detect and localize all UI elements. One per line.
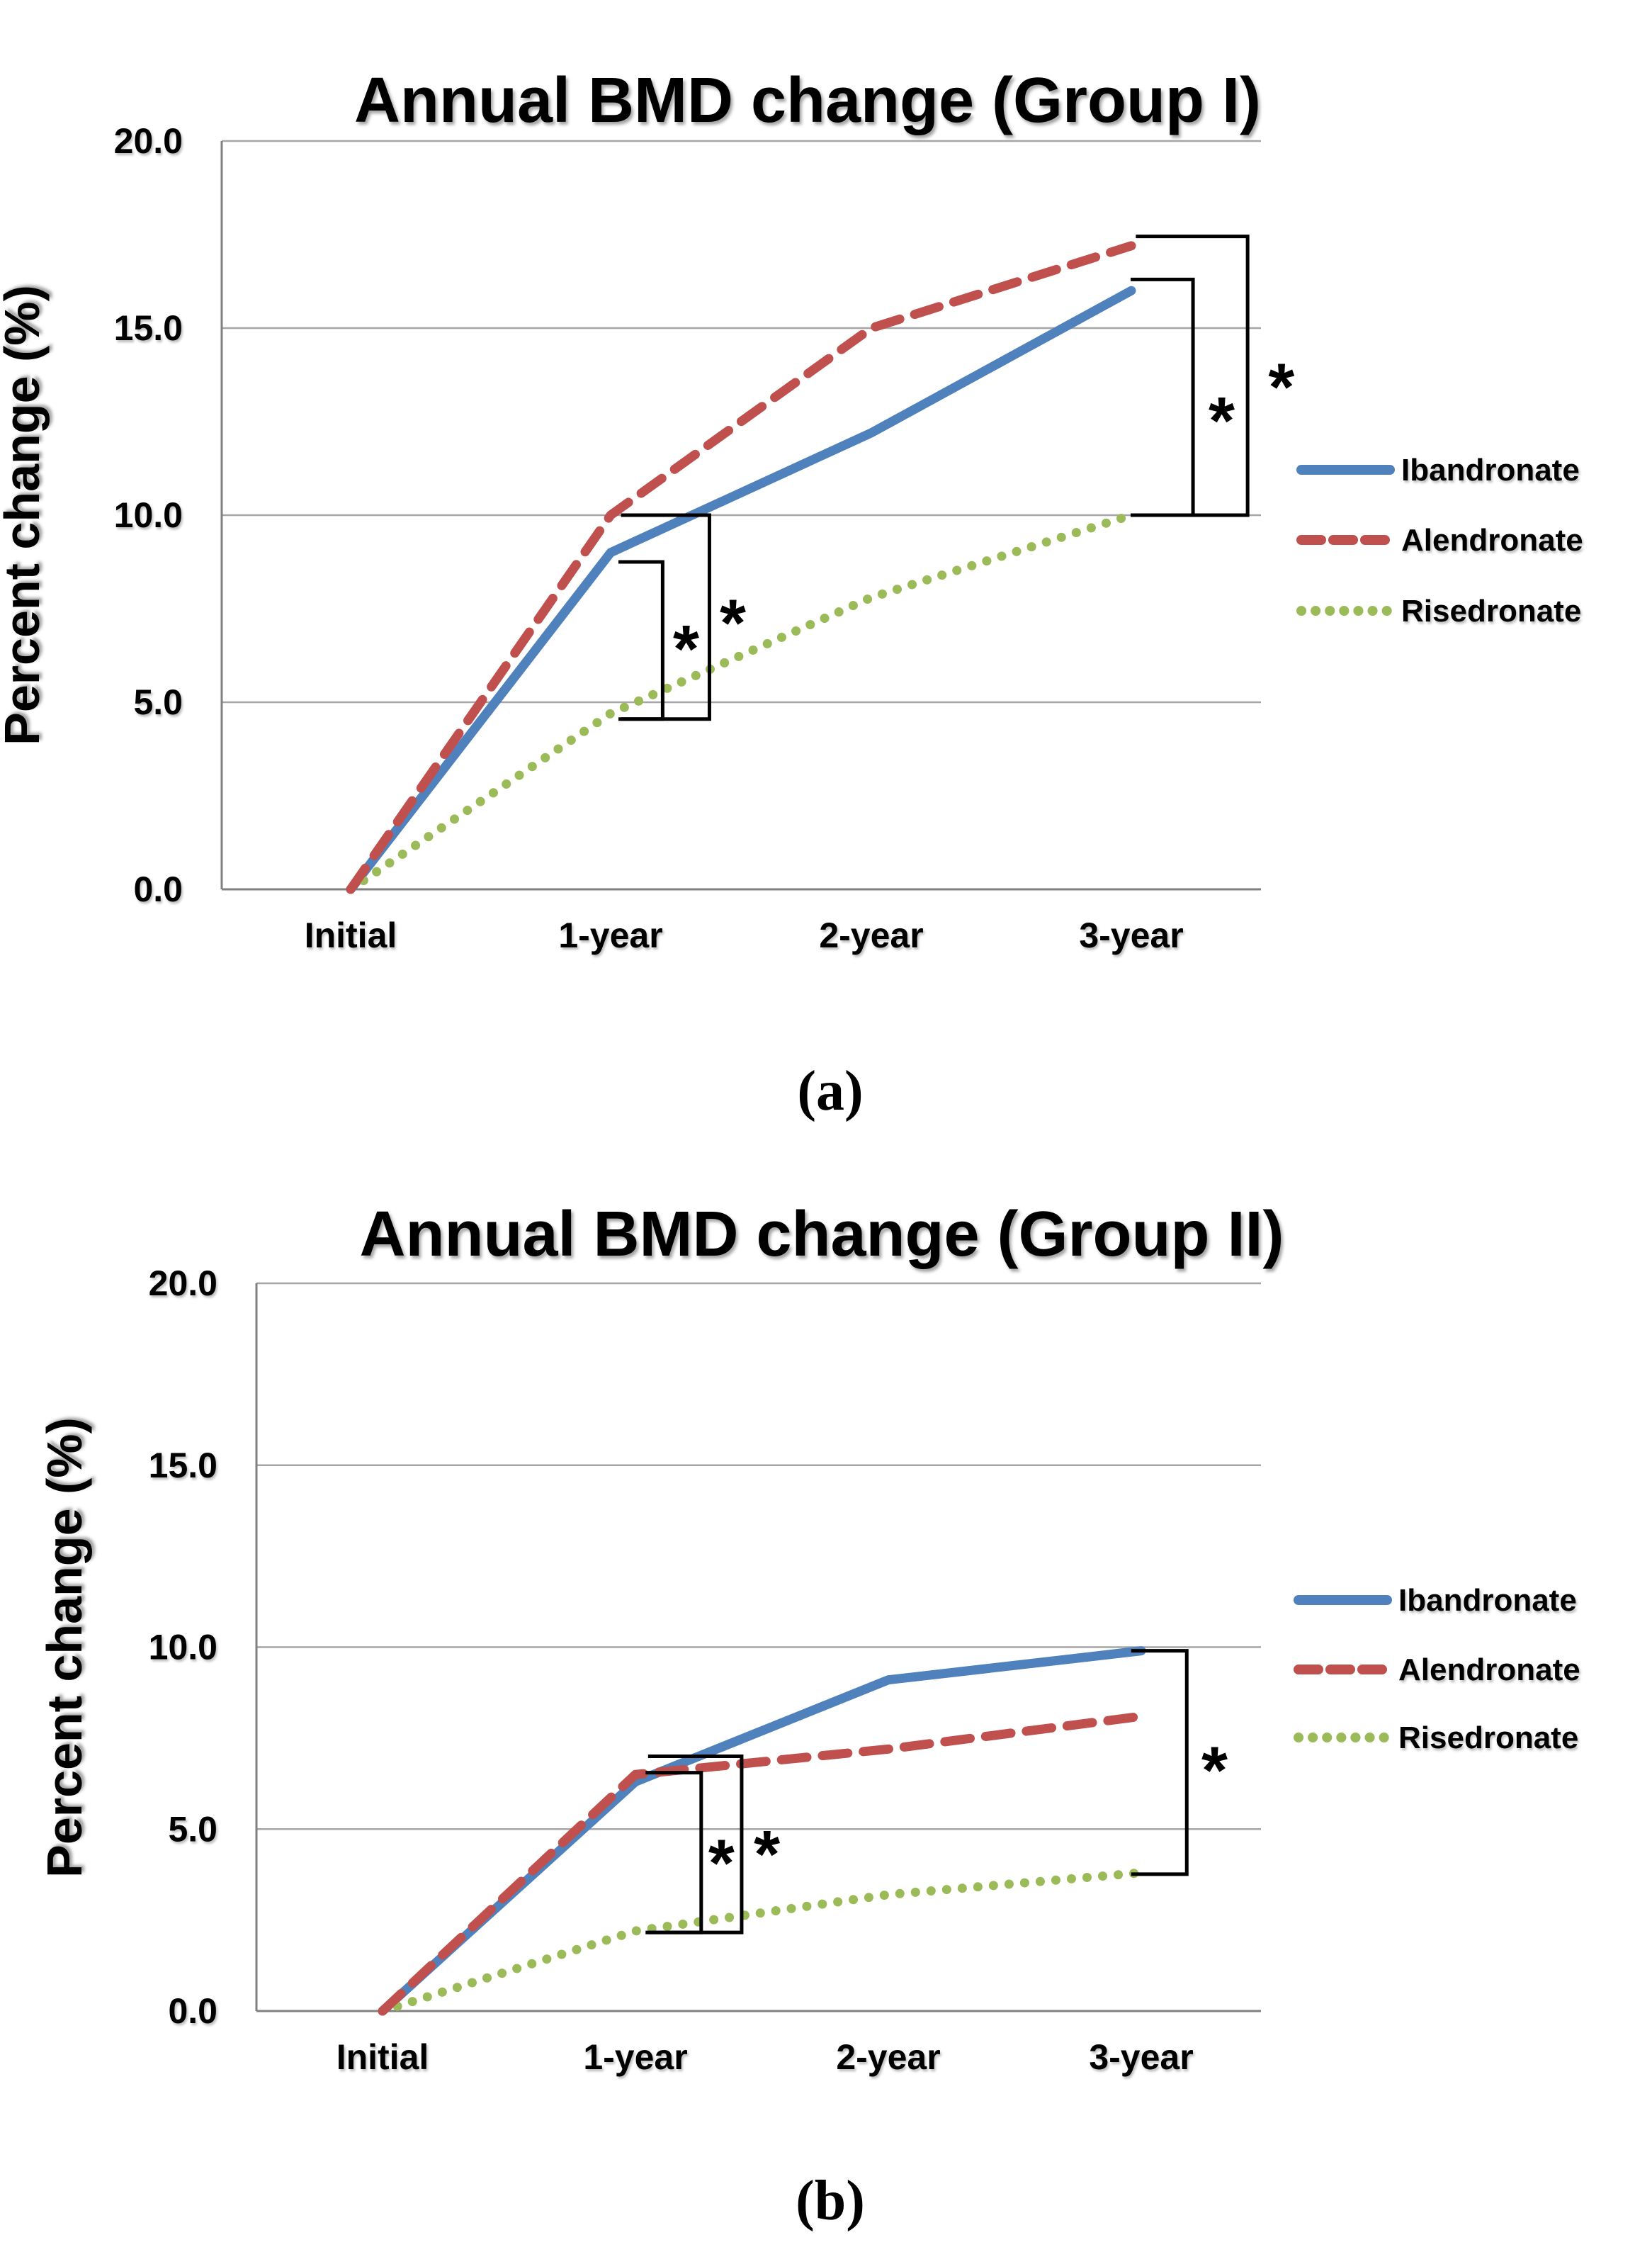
series-line-ibandronate	[346, 286, 1136, 894]
legend-label: Ibandronate	[1398, 1583, 1577, 1618]
legend-item-ibandronate: Ibandronate	[1294, 1583, 1577, 1618]
significance-asterisk: *	[1268, 350, 1294, 425]
y-tick-label: 0.0	[133, 869, 183, 909]
chart-b-dynamic: 20.0 15.0 10.0 5.0 0.0 Initial 1-year 2-year 3-y…	[149, 1263, 1580, 2077]
legend-item-ibandronate: Ibandronate	[1296, 453, 1580, 488]
legend-label: Risedronate	[1401, 594, 1581, 629]
legend-item-alendronate: Alendronate	[1294, 1652, 1580, 1687]
chart-a-dynamic: 20.0 15.0 10.0 5.0 0.0 Initial 1-year 2-year 3-y…	[114, 121, 1583, 955]
x-tick-label: 3-year	[1089, 2037, 1193, 2077]
subfigure-caption-b: (b)	[796, 2170, 865, 2232]
y-tick-label: 0.0	[168, 1991, 217, 2031]
y-tick-label: 20.0	[114, 121, 183, 161]
significance-bracket	[647, 1755, 744, 1934]
x-tick-label: 1-year	[558, 916, 662, 955]
series-line-alendronate	[346, 241, 1136, 894]
chart-b: Annual BMD change (Group II) Percent cha…	[37, 1199, 1580, 2232]
x-tick-label: Initial	[336, 2037, 429, 2077]
y-tick-label: 15.0	[149, 1446, 217, 1485]
chart-a: Annual BMD change (Group I) Percent chan…	[0, 65, 1583, 1122]
y-axis-title: Percent change (%)	[0, 285, 50, 745]
y-tick-label: 15.0	[114, 308, 183, 348]
legend-item-risedronate: Risedronate	[1296, 594, 1581, 629]
legend-label: Alendronate	[1401, 523, 1583, 558]
legend-label: Alendronate	[1398, 1652, 1580, 1687]
significance-asterisk: *	[1209, 383, 1235, 458]
legend-item-risedronate: Risedronate	[1294, 1720, 1578, 1755]
y-tick-label: 10.0	[149, 1628, 217, 1667]
x-tick-label: 2-year	[836, 2037, 940, 2077]
significance-bracket	[1136, 235, 1250, 517]
legend-label: Ibandronate	[1401, 453, 1580, 488]
series-line-risedronate	[378, 1868, 1146, 2016]
y-tick-label: 10.0	[114, 495, 183, 535]
legend-item-alendronate: Alendronate	[1296, 523, 1583, 558]
y-tick-label: 5.0	[133, 682, 183, 722]
y-tick-label: 5.0	[168, 1809, 217, 1849]
significance-asterisk: *	[720, 585, 746, 660]
significance-asterisk: *	[673, 612, 699, 687]
series-line-risedronate	[346, 510, 1136, 894]
significance-asterisk: *	[754, 1817, 780, 1892]
chart-title: Annual BMD change (Group II)	[360, 1199, 1284, 1270]
significance-asterisk: *	[708, 1826, 735, 1901]
significance-bracket	[1131, 1649, 1189, 1876]
significance-bracket	[1131, 277, 1195, 517]
x-tick-label: 3-year	[1079, 916, 1183, 955]
significance-asterisk: *	[1201, 1733, 1228, 1808]
y-tick-label: 20.0	[149, 1263, 217, 1303]
chart-title: Annual BMD change (Group I)	[354, 65, 1261, 136]
x-tick-label: 1-year	[583, 2037, 687, 2077]
x-tick-label: 2-year	[819, 916, 923, 955]
legend-label: Risedronate	[1398, 1720, 1578, 1755]
subfigure-caption-a: (a)	[797, 1060, 863, 1122]
significance-bracket	[645, 1771, 703, 1934]
x-tick-label: Initial	[305, 916, 397, 955]
significance-bracket	[621, 513, 711, 721]
y-axis-title: Percent change (%)	[37, 1417, 92, 1878]
series-line-alendronate	[378, 1711, 1146, 2016]
